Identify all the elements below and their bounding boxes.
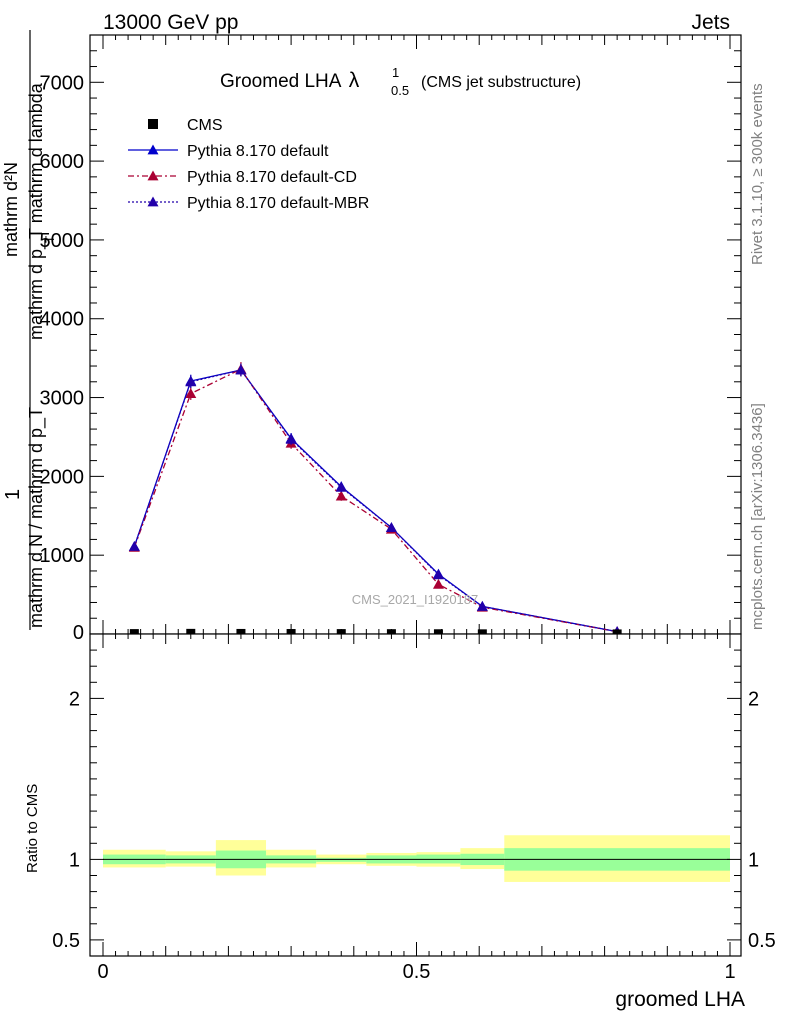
header-process-label: Jets xyxy=(691,11,730,34)
plot-title-main: Groomed LHA xyxy=(220,71,342,92)
y-axis-label-prefactor-den: mathrm d N / mathrm d p_T xyxy=(26,407,47,628)
ratio-y-tick-label-left: 1 xyxy=(69,849,80,871)
main-y-tick-label: 4000 xyxy=(40,309,85,331)
series-marker xyxy=(335,490,347,501)
cms-marker xyxy=(186,628,196,638)
ratio-y-tick-label-left: 2 xyxy=(69,688,80,710)
legend-cms-marker xyxy=(148,119,158,129)
main-y-tick-label: 5000 xyxy=(40,230,85,252)
series-marker xyxy=(385,522,397,532)
series-marker xyxy=(185,388,197,399)
plot-title-suffix: (CMS jet substructure) xyxy=(421,74,581,91)
ratio-panel: 0.5 0.5 1 1 2 2 0 0.5 1 Ratio to CMS groomed LHA xyxy=(24,633,776,1011)
x-axis-label: groomed LHA xyxy=(615,988,745,1011)
x-tick-label: 1 xyxy=(724,961,735,983)
legend: CMS Pythia 8.170 default Pythia 8.170 defa… xyxy=(128,117,369,212)
series-marker xyxy=(432,569,444,580)
side-mcplots-label: mcplots.cern.ch [arXiv:1306.3436] xyxy=(749,403,766,630)
ratio-y-tick-label-left: 0.5 xyxy=(52,930,80,952)
plot-title-lambda: λ xyxy=(349,69,360,92)
main-panel: 1000 2000 3000 4000 5000 6000 7000 0 Groomed LH… xyxy=(1,30,742,644)
plot-title-superscript: 1 xyxy=(392,65,399,80)
series-marker xyxy=(185,376,197,387)
legend-label: Pythia 8.170 default-MBR xyxy=(187,195,369,212)
legend-label: CMS xyxy=(187,117,223,134)
plot-title: Groomed LHA λ xyxy=(220,69,360,92)
legend-marker xyxy=(147,196,159,207)
side-rivet-label: Rivet 3.1.10, ≥ 300k events xyxy=(749,83,766,265)
ratio-plot-frame xyxy=(89,633,742,957)
legend-label: Pythia 8.170 default-CD xyxy=(187,169,357,186)
main-y-tick-label: 1000 xyxy=(40,545,85,567)
x-tick-label: 0 xyxy=(97,961,108,983)
ratio-y-tick-label-right: 1 xyxy=(748,849,759,871)
series-marker xyxy=(476,600,488,611)
main-y-tick-label: 6000 xyxy=(40,151,85,173)
main-y-tick-label: 3000 xyxy=(40,388,85,410)
y-axis-label-numerator: mathrm d²N xyxy=(1,162,21,257)
header-energy-label: 13000 GeV pp xyxy=(103,11,238,34)
main-y-tick-label-zero: 0 xyxy=(73,622,84,644)
ratio-ticks: 0.5 0.5 1 1 2 2 0 0.5 1 xyxy=(52,634,776,983)
y-axis-label-denominator-sub: T xyxy=(43,235,57,243)
x-tick-label: 0.5 xyxy=(403,961,431,983)
y-axis-label-denominator: mathrm d p_T mathrm d lambda xyxy=(26,82,47,340)
legend-marker xyxy=(147,144,159,155)
main-y-tick-label: 2000 xyxy=(40,466,85,488)
main-y-tick-label: 7000 xyxy=(40,72,85,94)
ratio-y-axis-label: Ratio to CMS xyxy=(24,784,41,873)
ratio-y-tick-label-right: 0.5 xyxy=(748,930,776,952)
series-marker xyxy=(128,541,140,551)
series-marker xyxy=(235,364,247,375)
legend-marker xyxy=(147,170,159,181)
legend-label: Pythia 8.170 default xyxy=(187,143,329,160)
series-marker xyxy=(285,433,297,444)
ratio-y-tick-label-right: 2 xyxy=(748,688,759,710)
ratio-plot-background xyxy=(90,634,741,956)
main-plot-background xyxy=(90,35,741,634)
plot-title-subscript: 0.5 xyxy=(391,83,409,98)
y-axis-label-prefactor-num: 1 xyxy=(2,489,24,500)
series-marker xyxy=(432,578,444,589)
series-marker xyxy=(335,481,347,492)
analysis-watermark: CMS_2021_I1920187 xyxy=(352,592,479,607)
